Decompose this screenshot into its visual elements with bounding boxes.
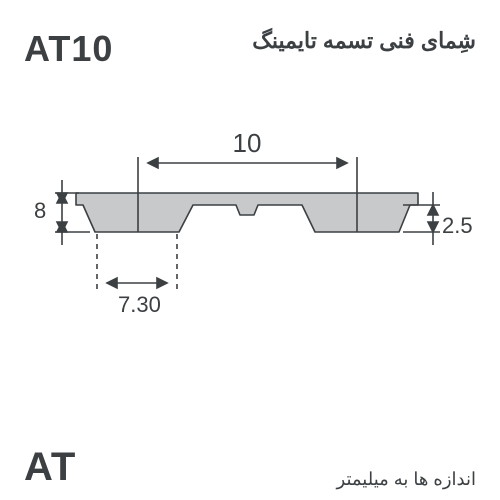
dim-tooth-width: [97, 234, 177, 290]
units-note: اندازه ها به میلیمتر: [337, 469, 476, 490]
footer: AT اندازه ها به میلیمتر: [0, 445, 500, 490]
series-code: AT: [24, 445, 76, 490]
belt-profile-diagram: [0, 0, 500, 500]
dim-height: [55, 180, 90, 245]
belt-profile-shape: [76, 193, 418, 232]
